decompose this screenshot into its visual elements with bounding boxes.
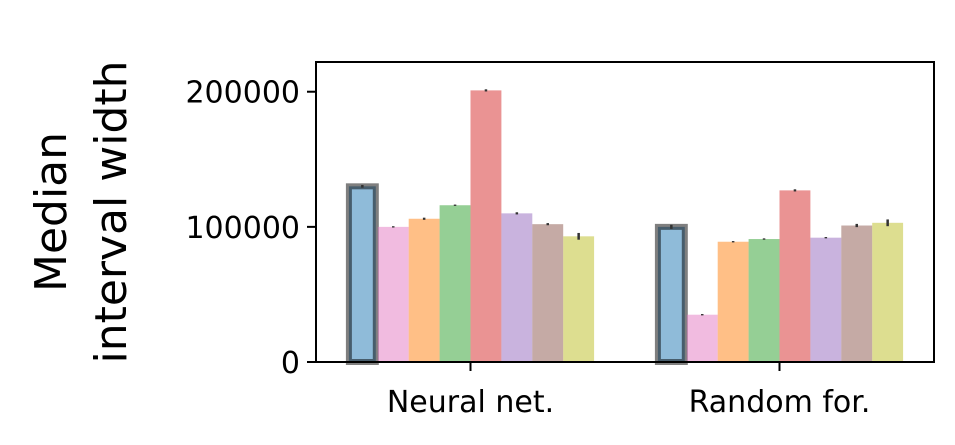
bar <box>779 190 811 362</box>
bar <box>501 213 533 362</box>
bar <box>408 218 440 362</box>
plot-frame <box>315 61 935 363</box>
bar <box>563 236 595 362</box>
x-tick-label: Random for. <box>689 385 871 420</box>
bar <box>654 223 688 365</box>
bar <box>717 241 749 362</box>
x-axis: Neural net. Random for. <box>387 362 871 420</box>
bars-layer <box>345 90 904 365</box>
bar <box>377 226 409 362</box>
bar <box>439 205 471 362</box>
bar <box>686 314 718 362</box>
bar <box>748 239 780 362</box>
bar <box>532 224 564 362</box>
error-bars-layer <box>361 89 889 316</box>
y-tick-label: 200000 <box>185 76 300 111</box>
bar <box>872 222 904 362</box>
x-tick-label: Neural net. <box>387 385 554 420</box>
bar <box>810 237 842 362</box>
y-axis-label-line: Median <box>26 132 77 292</box>
y-axis: 0 100000 200000 <box>185 76 316 381</box>
y-axis-label-line: interval width <box>86 60 137 363</box>
y-axis-label: Median interval width <box>26 60 137 363</box>
bar <box>345 183 379 365</box>
y-tick-label: 0 <box>281 346 300 381</box>
bar <box>841 225 873 362</box>
bar <box>470 90 502 362</box>
y-tick-label: 100000 <box>185 211 300 246</box>
